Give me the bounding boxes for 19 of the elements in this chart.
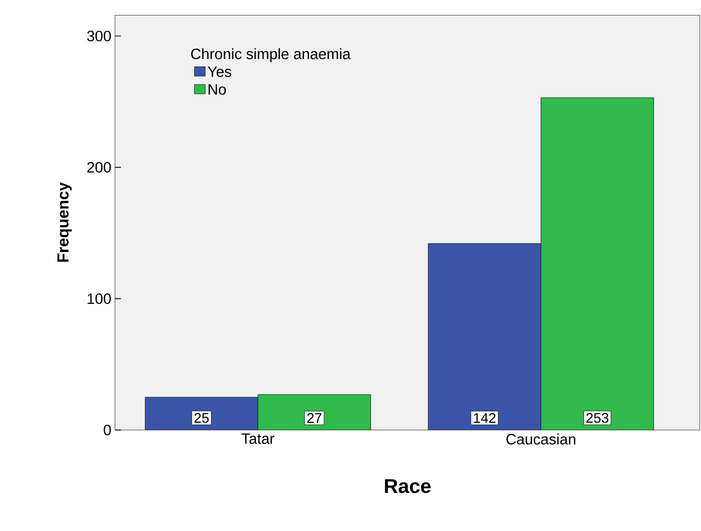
- data-label: 253: [586, 412, 608, 423]
- x-tick-label: Caucasian: [506, 434, 576, 444]
- y-tick-label: 100: [88, 293, 111, 304]
- y-tick-label: 0: [104, 424, 111, 436]
- bar: [258, 394, 371, 430]
- bar: [540, 98, 654, 430]
- data-label: 25: [194, 412, 209, 423]
- y-tick-label: 200: [87, 162, 111, 173]
- x-tick-label: Tatar: [242, 434, 274, 444]
- bar: [428, 243, 542, 430]
- y-axis-title: Frequency: [57, 182, 72, 262]
- data-label: 142: [474, 413, 496, 423]
- bar: [145, 397, 258, 430]
- x-axis-title: Race: [385, 479, 431, 494]
- legend-title: Chronic simple anaemia: [191, 48, 351, 62]
- data-label: 27: [307, 413, 322, 423]
- legend-label: Yes: [208, 66, 232, 77]
- legend-label: No: [208, 84, 226, 95]
- y-tick-label: 300: [87, 30, 111, 42]
